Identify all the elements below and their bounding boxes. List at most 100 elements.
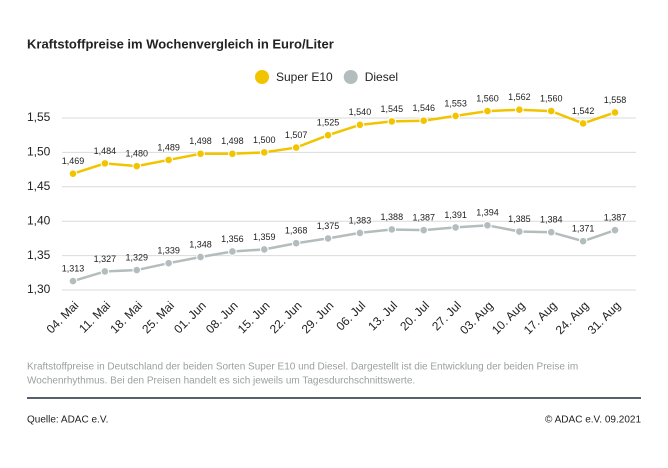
data-label: 1,368 [285, 226, 308, 236]
data-point [68, 169, 78, 179]
chart-title: Kraftstoffpreise im Wochenvergleich in E… [27, 36, 334, 51]
x-tick-label: 01. Jun [171, 298, 209, 336]
y-tick-label: 1,30 [27, 282, 51, 296]
data-label: 1,313 [62, 263, 85, 273]
y-tick-label: 1,50 [27, 145, 51, 159]
data-point [515, 105, 524, 115]
data-label: 1,540 [349, 107, 372, 117]
x-tick-label: 06. Jul [333, 298, 368, 333]
data-label: 1,562 [508, 92, 531, 102]
x-tick-label: 10. Aug [489, 298, 528, 337]
data-point [451, 111, 460, 121]
data-point [100, 267, 110, 276]
data-point [578, 119, 588, 128]
series-line [72, 108, 616, 175]
data-point [483, 106, 492, 116]
data-point [259, 245, 269, 254]
data-label: 1,387 [604, 213, 627, 223]
x-tick-label: 22. Jun [267, 298, 305, 336]
data-point [291, 143, 301, 152]
data-point [132, 161, 142, 171]
data-label: 1,329 [125, 252, 148, 262]
x-tick-label: 13. Jul [365, 298, 400, 333]
x-tick-label: 11. Mai [76, 298, 113, 335]
y-tick-label: 1,55 [27, 110, 51, 124]
x-tick-label: 18. Mai [107, 298, 145, 336]
data-label: 1,388 [381, 212, 404, 222]
data-point [483, 221, 492, 230]
data-point [515, 227, 524, 236]
y-tick-label: 1,35 [27, 248, 51, 262]
data-point [419, 225, 429, 235]
legend-label: Super E10 [276, 70, 333, 84]
data-point [387, 117, 397, 126]
data-label: 1,356 [221, 234, 244, 244]
y-tick-label: 1,40 [27, 213, 51, 227]
data-label: 1,391 [444, 210, 467, 220]
data-label: 1,484 [94, 146, 117, 156]
x-tick-label: 17. Aug [521, 298, 560, 337]
x-tick-label: 25. Mai [139, 298, 177, 336]
data-label: 1,545 [381, 104, 404, 114]
data-label: 1,371 [572, 224, 595, 234]
data-label: 1,375 [317, 221, 340, 231]
data-point [323, 234, 333, 243]
data-point [355, 228, 365, 238]
data-point [100, 159, 110, 168]
data-point [228, 149, 237, 159]
data-label: 1,525 [317, 118, 340, 128]
data-point [578, 236, 588, 246]
data-label: 1,480 [125, 149, 148, 159]
data-label: 1,383 [349, 215, 372, 225]
data-label: 1,359 [253, 232, 276, 242]
data-label: 1,560 [476, 93, 499, 103]
data-point [196, 252, 205, 262]
data-label: 1,542 [572, 106, 595, 116]
data-label: 1,560 [540, 93, 563, 103]
series-line [72, 224, 616, 283]
data-point [164, 258, 173, 268]
data-point [355, 120, 365, 130]
legend-marker [343, 70, 358, 84]
x-tick-label: 29. Jun [299, 298, 337, 336]
legend-label: Diesel [365, 70, 398, 84]
data-label: 1,384 [540, 215, 563, 225]
data-label: 1,394 [476, 208, 499, 218]
source: Quelle: ADAC e.V. [27, 415, 108, 426]
copyright: © ADAC e.V. 09.2021 [545, 415, 641, 426]
data-label: 1,385 [508, 214, 531, 224]
note: Wochenrhythmus. Bei den Preisen handelt … [27, 376, 415, 387]
x-tick-label: 20. Jul [397, 298, 432, 333]
data-point [196, 149, 205, 159]
data-point [610, 108, 620, 117]
data-label: 1,469 [62, 156, 85, 166]
x-tick-label: 03. Aug [457, 298, 496, 337]
data-label: 1,489 [157, 142, 180, 152]
data-label: 1,327 [94, 254, 117, 264]
data-point [164, 155, 173, 165]
x-tick-label: 31. Aug [585, 298, 624, 337]
data-point [228, 247, 237, 256]
data-point [291, 238, 301, 248]
data-point [451, 223, 460, 232]
data-point [546, 227, 556, 237]
data-point [419, 116, 429, 126]
data-label: 1,553 [444, 98, 467, 108]
data-label: 1,498 [221, 136, 244, 146]
x-tick-label: 15. Jun [235, 298, 273, 336]
data-point [68, 276, 78, 286]
x-tick-label: 04. Mai [44, 298, 82, 336]
data-point [323, 130, 333, 140]
data-point [387, 225, 397, 234]
data-point [610, 225, 620, 235]
legend-marker [255, 70, 269, 84]
x-tick-label: 24. Aug [553, 298, 592, 337]
y-tick-label: 1,45 [27, 179, 51, 193]
data-label: 1,558 [604, 95, 627, 105]
data-label: 1,339 [157, 246, 180, 256]
data-point [259, 148, 269, 157]
data-label: 1,500 [253, 135, 276, 145]
data-label: 1,507 [285, 130, 308, 140]
note: Kraftstoffpreise in Deutschland der beid… [27, 362, 578, 373]
